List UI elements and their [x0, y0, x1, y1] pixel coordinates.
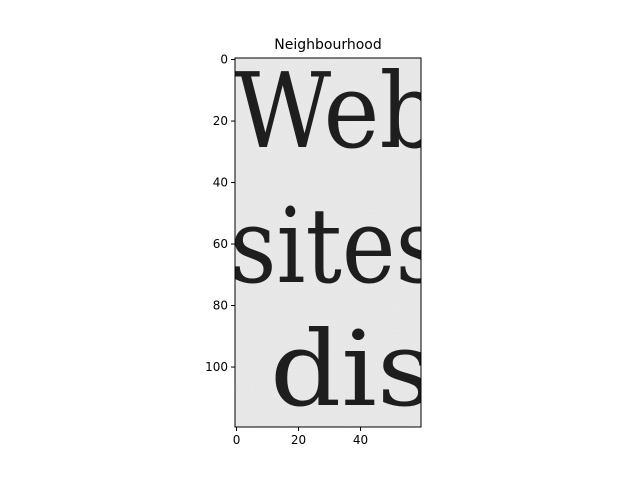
x-tick-label: 20	[291, 433, 306, 447]
text-line-3: dis	[270, 308, 434, 430]
y-tick-label: 60	[213, 237, 228, 251]
y-tick-label: 40	[213, 176, 228, 190]
chart-title: Neighbourhood	[274, 37, 381, 53]
text-line-2: sites	[230, 185, 442, 307]
x-tick-label: 40	[353, 433, 368, 447]
y-tick-label: 0	[220, 53, 228, 67]
x-tick-label: 0	[233, 433, 241, 447]
y-tick-label: 20	[213, 114, 228, 128]
axes-frame	[234, 57, 422, 428]
x-axis: 0 20 40	[233, 427, 368, 447]
y-axis: 0 20 40 60 80 100	[205, 53, 235, 374]
image-background	[235, 58, 421, 427]
image-area: Web sites dis	[230, 50, 442, 430]
y-tick-label: 80	[213, 299, 228, 313]
y-tick-label: 100	[205, 360, 228, 374]
text-line-1: Web	[234, 50, 440, 172]
